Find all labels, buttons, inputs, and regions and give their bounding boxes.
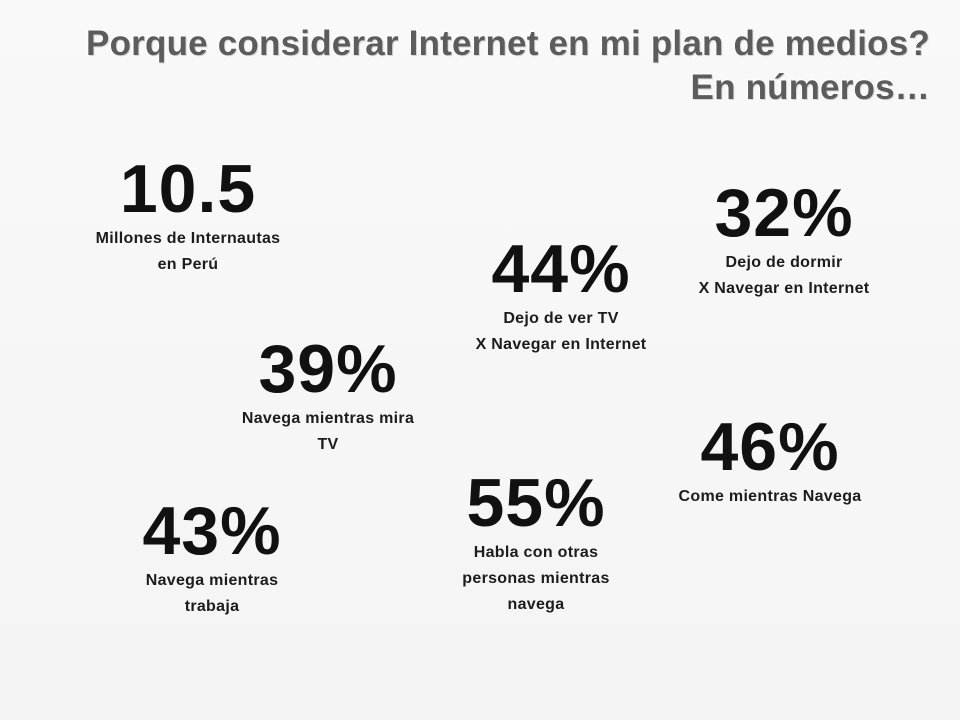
stat-internautas: 10.5 Millones de Internautas en Perú bbox=[68, 152, 308, 278]
stat-habla-navega: 55% Habla con otras personas mientras na… bbox=[420, 466, 652, 618]
stat-dejo-de-ver-tv: 44% Dejo de ver TV X Navegar en Internet bbox=[446, 232, 676, 358]
stat-caption-line: Navega mientras mira bbox=[241, 410, 415, 427]
stat-come-navega: 46% Come mientras Navega bbox=[650, 410, 890, 510]
stat-caption-line: en Perú bbox=[157, 256, 219, 273]
stat-caption-line: trabaja bbox=[184, 598, 240, 615]
stat-caption-line: TV bbox=[317, 436, 339, 453]
stat-navega-trabaja: 43% Navega mientras trabaja bbox=[92, 494, 332, 620]
stat-caption-line: X Navegar en Internet bbox=[475, 336, 647, 353]
stat-caption-line: Dejo de dormir bbox=[725, 254, 843, 271]
stat-caption-line: X Navegar en Internet bbox=[698, 280, 870, 297]
stat-caption-line: Millones de Internautas bbox=[95, 230, 281, 247]
stat-value: 44% bbox=[491, 231, 631, 307]
stat-caption-line: personas mientras bbox=[462, 570, 610, 587]
slide-title: Porque considerar Internet en mi plan de… bbox=[86, 22, 930, 110]
stat-caption-line: Come mientras Navega bbox=[678, 488, 862, 505]
stat-dejo-de-dormir: 32% Dejo de dormir X Navegar en Internet bbox=[666, 176, 902, 302]
stat-value: 43% bbox=[142, 493, 282, 569]
stat-caption-line: Habla con otras bbox=[473, 544, 599, 561]
stat-caption-line: Navega mientras bbox=[145, 572, 279, 589]
title-line-1: Porque considerar Internet en mi plan de… bbox=[86, 24, 930, 63]
stat-value: 32% bbox=[714, 175, 854, 251]
stat-value: 10.5 bbox=[119, 151, 257, 227]
stat-value: 55% bbox=[466, 465, 606, 541]
stat-navega-mira-tv: 39% Navega mientras mira TV bbox=[218, 332, 438, 458]
stat-value: 46% bbox=[700, 409, 840, 485]
title-line-2: En números… bbox=[690, 68, 930, 107]
stat-value: 39% bbox=[258, 331, 398, 407]
stat-caption-line: navega bbox=[507, 596, 565, 613]
stat-caption-line: Dejo de ver TV bbox=[503, 310, 619, 327]
